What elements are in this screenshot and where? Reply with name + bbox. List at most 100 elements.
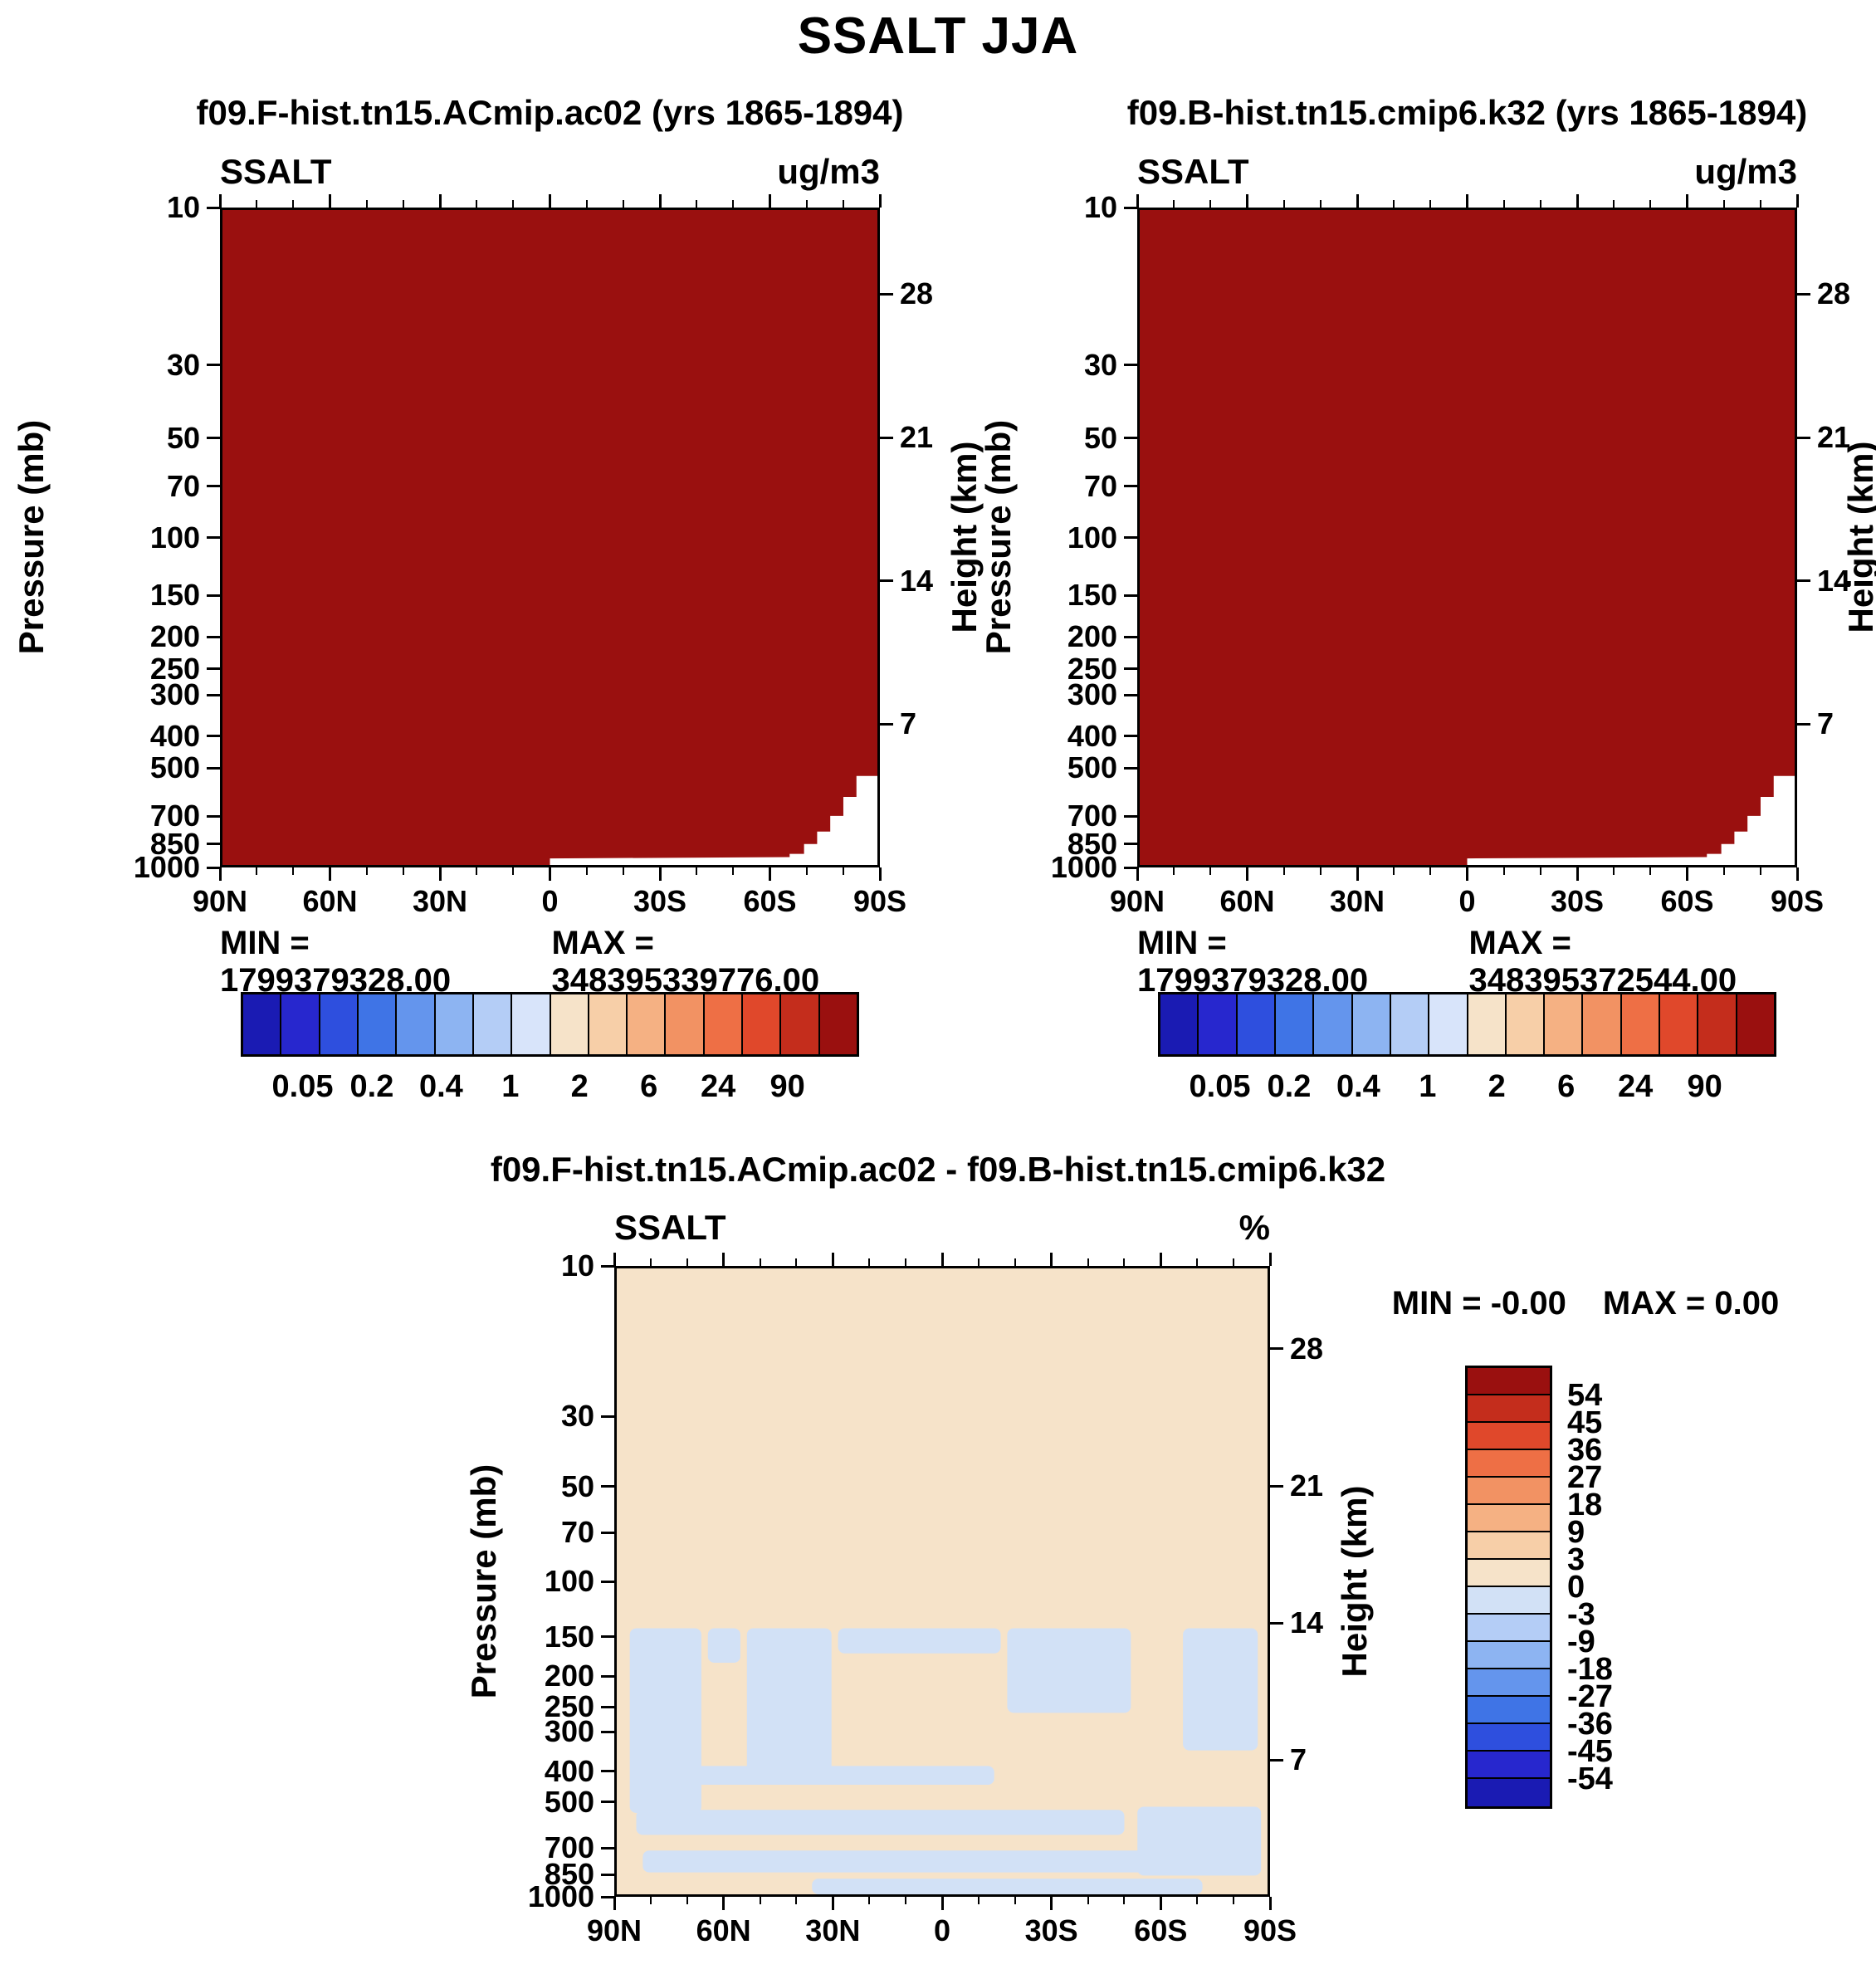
tick-mark [549,867,551,881]
colorbar-segment [435,994,474,1054]
pressure-tick-label: 700 [544,1830,594,1865]
tick-mark [1319,200,1322,208]
height-tick-label: 14 [1290,1605,1324,1640]
panel-title-diff: f09.F-hist.tn15.ACmip.ac02 - f09.B-hist.… [490,1150,1386,1189]
tick-mark [207,206,220,209]
tick-mark [207,437,220,440]
colorbar-segment [281,994,320,1054]
colorbar-segment [1275,994,1315,1054]
colorbar-tick-label: 0 [1567,1569,1585,1605]
tick-mark [613,1253,616,1266]
tick-mark [512,867,515,875]
colorbar-tick-label: 6 [640,1069,658,1104]
tick-mark [256,867,258,875]
pressure-tick-label: 30 [1083,347,1117,382]
tick-mark [601,1635,614,1639]
tick-mark [1246,867,1248,881]
tick-mark [1722,200,1725,208]
colorbar-segment [743,994,782,1054]
negative-diff-region [707,1628,740,1664]
colorbar-segment [1468,1752,1550,1779]
tick-mark [1797,292,1810,296]
tick-mark [880,292,893,296]
pressure-tick-label: 100 [149,520,200,555]
colorbar-segment [628,994,667,1054]
pressure-tick-label: 30 [560,1399,594,1434]
pressure-tick-label: 250 [544,1689,594,1724]
colorbar-segment [781,994,820,1054]
height-tick-label: 21 [1817,420,1851,455]
tick-mark [1246,194,1248,208]
tick-mark [1797,436,1810,439]
units-label: ug/m3 [777,152,880,191]
tick-mark [601,1415,614,1418]
corner-labels-right: SSALT ug/m3 [1137,152,1797,192]
tick-mark [292,867,295,875]
tick-mark [1124,866,1137,869]
tick-mark [207,735,220,738]
tick-mark [1014,1897,1016,1904]
tick-mark [1466,867,1468,881]
surface-terrain-gap [550,775,877,865]
tick-mark [940,1897,944,1910]
plot-box-right [1137,208,1797,867]
x-tick-label: 30N [1329,884,1385,918]
stats-left: MIN = 1799379328.00 MAX = 348395339776.0… [220,925,880,999]
negative-diff-region [812,1879,1203,1894]
negative-diff-region [1183,1628,1258,1751]
corner-labels-diff: SSALT % [614,1208,1270,1248]
tick-mark [1270,1484,1283,1488]
colorbar-segment [1160,994,1199,1054]
colorbar-segment [1468,1532,1550,1560]
height-tick-label: 7 [1817,706,1834,741]
tick-mark [732,200,735,208]
pressure-tick-label: 400 [544,1753,594,1788]
pressure-tick-label: 1000 [1050,850,1117,884]
colorbar-segment [1429,994,1468,1054]
tick-mark [601,1801,614,1804]
max-stat: MAX = 348395372544.00 [1468,925,1737,999]
colorbar-segment [473,994,513,1054]
pressure-tick-label: 150 [149,578,200,613]
x-tick-label: 30S [633,884,687,918]
pressure-tick-label: 70 [560,1515,594,1550]
tick-mark [1233,1897,1235,1904]
colorbar-segment [1468,1560,1550,1587]
colorbar-segment [819,994,857,1054]
colorbar-segment [512,994,551,1054]
x-tick-label: 30N [412,884,468,918]
tick-mark [1502,200,1505,208]
x-tick-label: 0 [933,1913,951,1947]
tick-mark [1686,867,1688,881]
tick-mark [1159,1897,1162,1910]
tick-mark [905,1897,907,1904]
tick-mark [1282,200,1285,208]
units-label: % [1238,1208,1270,1247]
tick-mark [940,1253,944,1266]
pressure-tick-label: 100 [544,1564,594,1598]
colorbar-segment [1545,994,1584,1054]
tick-mark [365,867,368,875]
tick-mark [1268,1897,1272,1910]
tick-mark [256,200,258,208]
tick-mark [1233,1258,1235,1266]
x-tick-label: 90N [1109,884,1165,918]
tick-mark [696,867,698,875]
tick-mark [207,814,220,818]
pressure-tick-label: 50 [166,420,200,455]
stats-right: MIN = 1799379328.00 MAX = 348395372544.0… [1137,925,1797,999]
tick-mark [1429,200,1432,208]
colorbar-segment [1352,994,1391,1054]
colorbar-segment [1468,1615,1550,1642]
tick-mark [1613,867,1615,875]
colorbar-segment [243,994,282,1054]
x-tick-label: 60N [302,884,358,918]
height-tick-label: 28 [900,276,934,311]
height-tick-label: 14 [900,563,934,598]
pressure-tick-label: 500 [544,1784,594,1819]
x-tick-label: 0 [541,884,559,918]
colorbar-segment [666,994,705,1054]
tick-mark [218,867,222,881]
tick-mark [769,194,771,208]
x-tick-label: 90N [586,1913,642,1947]
